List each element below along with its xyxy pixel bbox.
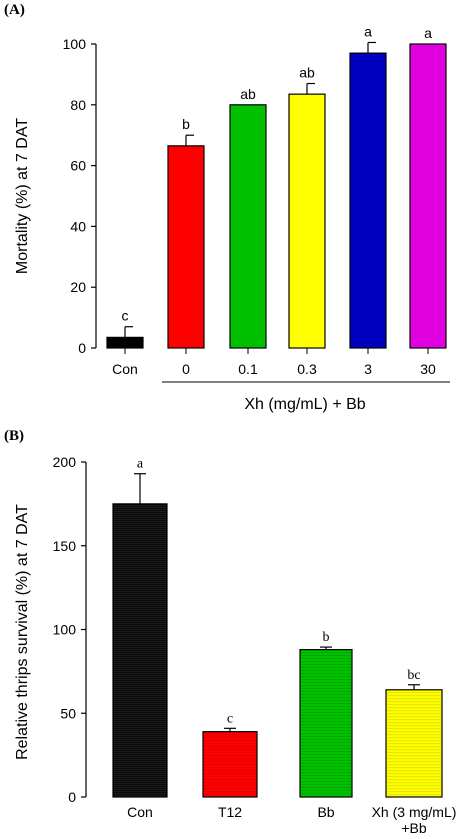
- panel-a-bar: [409, 43, 447, 349]
- panel-a-y-tick-label: 0: [78, 340, 86, 356]
- panel-a-significance-letter: ab: [299, 65, 315, 81]
- panel-a-y-tick-label: 20: [70, 279, 86, 295]
- panel-a-significance-letter: a: [424, 25, 432, 41]
- panel-a-x-tick-label: Con: [112, 361, 138, 377]
- panel-a-x-tick-label: 3: [364, 361, 372, 377]
- panel-a-bar: [349, 52, 387, 349]
- panel-a-y-tick-label: 40: [70, 218, 86, 234]
- panel-a-x-tick-label: 0: [182, 361, 190, 377]
- panel-b-bar: [299, 648, 353, 798]
- panel-b-label: (B): [4, 428, 24, 444]
- panel-a-x-axis-label: Xh (mg/mL) + Bb: [244, 396, 365, 413]
- panel-a-significance-letter: c: [122, 308, 129, 324]
- panel-a-bar: [106, 336, 144, 349]
- panel-b-x-tick-label: Xh (3 mg/mL): [372, 804, 457, 820]
- panel-a-bar: [229, 104, 267, 349]
- panel-b-bar: [202, 731, 258, 798]
- panel-a-significance-letter: b: [182, 116, 190, 132]
- panel-a-bar: [288, 93, 326, 349]
- panel-a-x-tick-label: 30: [420, 361, 436, 377]
- panel-a-significance-letter: ab: [240, 86, 256, 102]
- panel-a-y-tick-label: 80: [70, 97, 86, 113]
- panel-b-y-tick-label: 0: [68, 789, 76, 805]
- panel-a-y-tick-label: 100: [63, 36, 87, 52]
- panel-a-label: (A): [4, 2, 25, 18]
- panel-a-y-axis-label: Mortality (%) at 7 DAT: [14, 118, 31, 274]
- panel-a-significance-letter: a: [364, 23, 372, 39]
- panel-b-x-tick-label: T12: [218, 804, 242, 820]
- panel-b-y-axis-label: Relative thrips survival (%) at 7 DAT: [14, 504, 31, 760]
- panel-a-x-tick-label: 0.1: [238, 361, 258, 377]
- panel-b-bar: [385, 689, 443, 798]
- panel-b-y-tick-label: 100: [53, 622, 77, 638]
- panel-b-significance-letter: bc: [407, 668, 420, 683]
- panel-a-bar: [167, 145, 205, 349]
- panel-a-y-tick-label: 60: [70, 158, 86, 174]
- panel-b-y-tick-label: 50: [60, 705, 76, 721]
- panel-b-significance-letter: c: [227, 711, 233, 726]
- panel-a-x-tick-label: 0.3: [297, 361, 317, 377]
- panel-b-significance-letter: b: [323, 630, 330, 645]
- panel-b-x-tick-label: +Bb: [401, 820, 427, 836]
- panel-b-x-tick-label: Bb: [317, 804, 334, 820]
- panel-b-y-tick-label: 150: [53, 538, 77, 554]
- panel-b-y-tick-label: 200: [53, 454, 77, 470]
- panel-b-x-tick-label: Con: [127, 804, 153, 820]
- panel-b-significance-letter: a: [137, 457, 144, 472]
